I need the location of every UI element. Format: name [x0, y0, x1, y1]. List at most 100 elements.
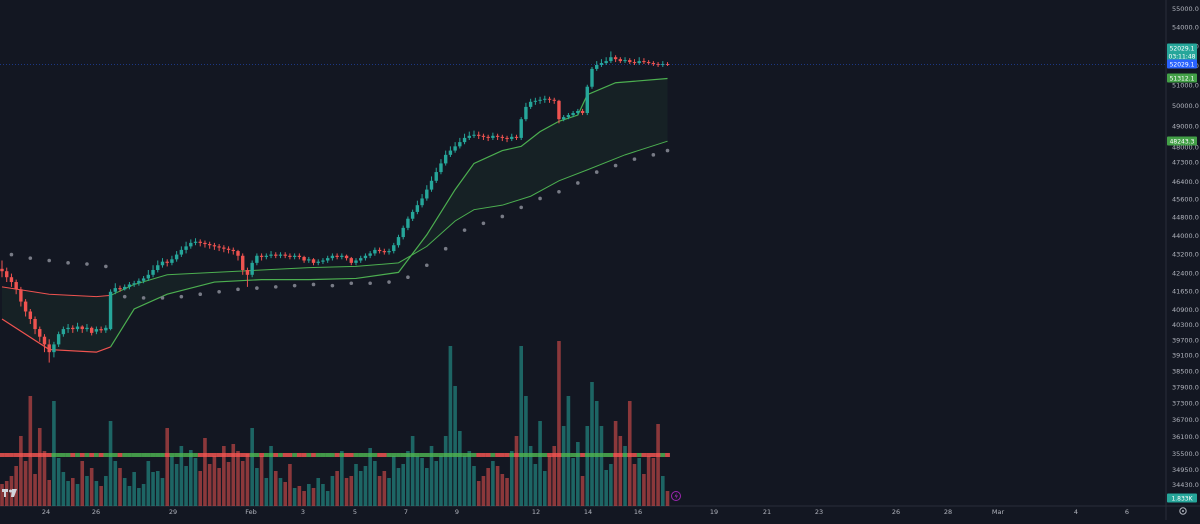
- volume-bar: [80, 461, 85, 506]
- signal-segment: [665, 453, 670, 457]
- sar-dot: [500, 214, 505, 219]
- candle: [104, 325, 108, 333]
- volume-bar: [222, 446, 226, 506]
- candle: [85, 324, 89, 332]
- candle: [71, 325, 75, 333]
- volume-bar: [552, 446, 557, 506]
- volume-bar: [642, 474, 646, 506]
- candle: [434, 167, 438, 183]
- signal-segment: [339, 453, 345, 457]
- volume-bar: [14, 466, 18, 506]
- signal-segment: [315, 453, 321, 457]
- volume-bar: [599, 426, 604, 506]
- volume-bar: [377, 476, 382, 506]
- signal-segment: [443, 453, 449, 457]
- volume-bar: [425, 468, 429, 506]
- signal-segment: [42, 453, 47, 457]
- volume-bar: [646, 456, 651, 506]
- candle: [613, 55, 618, 63]
- volume-bar: [524, 396, 528, 506]
- candle: [5, 267, 9, 283]
- candle-body: [311, 259, 316, 263]
- candle-body: [75, 326, 80, 330]
- signal-segment: [60, 453, 66, 457]
- volume-bar: [373, 461, 377, 506]
- volume-bar: [307, 484, 311, 506]
- settings-icon[interactable]: [1179, 507, 1187, 515]
- candle: [33, 316, 37, 335]
- candle-body: [429, 180, 434, 190]
- candle: [443, 150, 448, 166]
- candle: [179, 246, 184, 257]
- volume-bar: [47, 480, 51, 506]
- candle: [311, 258, 316, 266]
- candle: [288, 253, 292, 260]
- sar-dot: [387, 280, 391, 284]
- candle: [396, 234, 401, 248]
- logo-dot: [9, 489, 12, 493]
- volume-bar: [160, 478, 165, 506]
- candle-body: [38, 329, 42, 337]
- candle-body: [462, 137, 467, 143]
- signal-segment: [514, 453, 519, 457]
- lightning-icon[interactable]: [671, 491, 681, 501]
- candle-body: [217, 246, 221, 248]
- candle-body: [316, 261, 320, 263]
- volume-bar: [495, 466, 500, 506]
- signal-segment: [27, 453, 33, 457]
- signal-segment: [448, 453, 453, 457]
- sar-dot: [236, 287, 240, 292]
- signal-segment: [584, 453, 590, 457]
- signal-segment: [23, 453, 28, 457]
- signal-segment: [193, 453, 198, 457]
- volume-bar: [89, 468, 94, 506]
- volume-bar: [406, 451, 410, 506]
- signal-segment: [259, 453, 264, 457]
- candle-body: [330, 255, 335, 259]
- signal-segment: [136, 453, 142, 457]
- candle: [28, 309, 33, 325]
- candle-body: [434, 172, 438, 181]
- candle: [486, 134, 490, 142]
- signal-segment: [127, 453, 132, 457]
- candle-body: [321, 260, 325, 262]
- price-tick-label: 47300.0: [1172, 158, 1199, 166]
- volume-bar: [363, 466, 368, 506]
- volume-bar: [609, 464, 613, 506]
- candle-body: [599, 63, 604, 65]
- sar-dot: [425, 263, 429, 268]
- price-tick-label: 34430.0: [1172, 481, 1199, 489]
- candle-body: [174, 254, 179, 260]
- candle-body: [189, 242, 193, 247]
- price-tick-label: 49000.0: [1172, 122, 1199, 130]
- volume-bar: [137, 488, 141, 506]
- signal-segment: [528, 453, 534, 457]
- candle: [514, 134, 519, 141]
- candle-body: [170, 259, 174, 263]
- volume-bar: [141, 484, 146, 506]
- candle-body: [425, 189, 429, 199]
- signal-segment: [566, 453, 571, 457]
- signal-segment: [169, 453, 175, 457]
- candle: [406, 216, 410, 231]
- candle-body: [491, 135, 495, 138]
- candle-body: [637, 61, 641, 64]
- candle: [585, 84, 589, 116]
- signal-segment: [419, 453, 425, 457]
- candle-body: [410, 211, 415, 219]
- time-tick-label: Mar: [992, 508, 1005, 516]
- candle: [94, 326, 99, 335]
- volume-bar: [236, 451, 240, 506]
- candle-body: [595, 64, 599, 69]
- price-tick-label: 34950.0: [1172, 466, 1199, 474]
- volume-bar: [75, 484, 80, 506]
- signal-segment: [457, 453, 463, 457]
- candle-body: [458, 142, 462, 147]
- candle: [193, 238, 198, 246]
- volume-bar: [269, 446, 273, 506]
- candle-body: [99, 329, 103, 331]
- sar-dot: [665, 148, 670, 153]
- candle: [500, 134, 505, 142]
- signal-segment: [542, 453, 548, 457]
